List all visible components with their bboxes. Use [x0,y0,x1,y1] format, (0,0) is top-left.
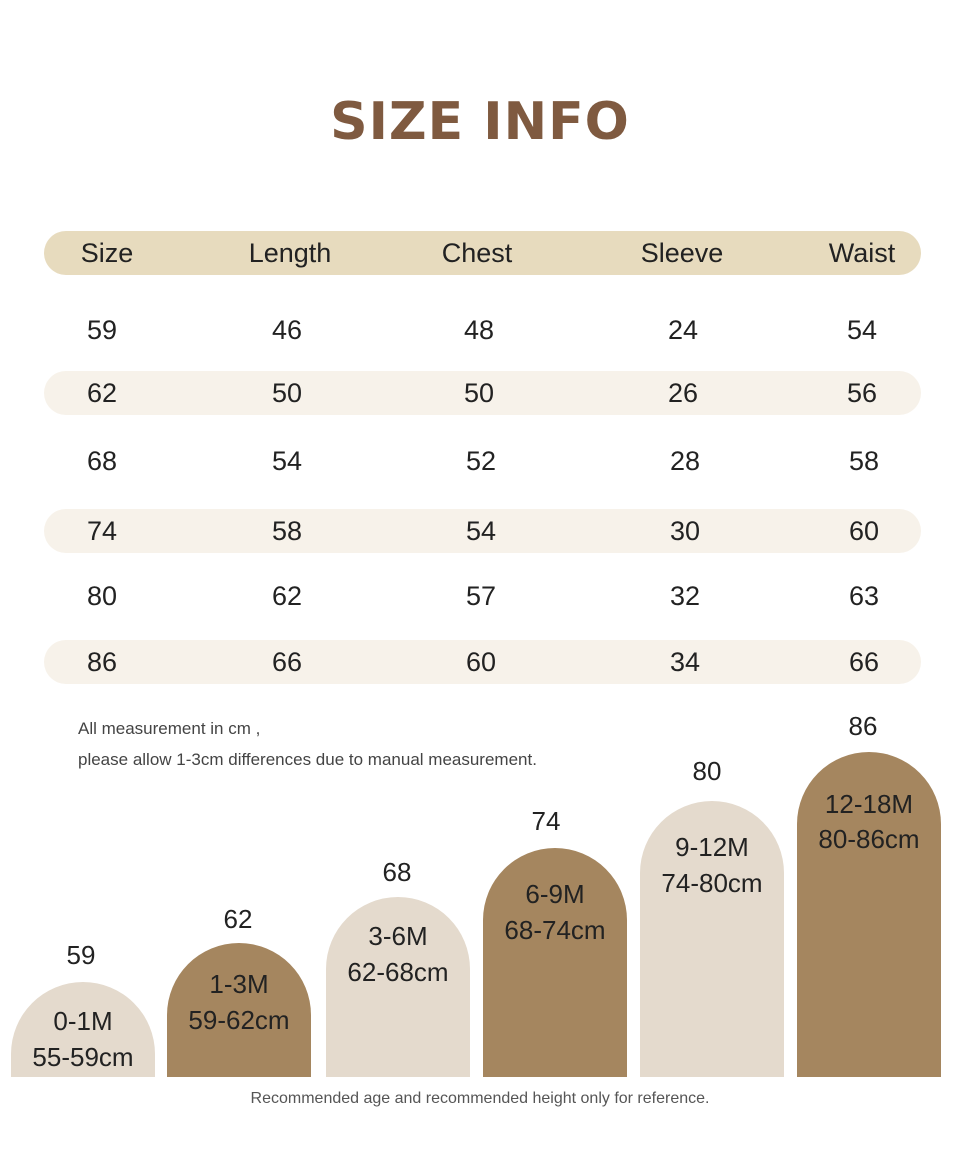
cell-sleeve: 30 [669,516,701,546]
arch-age: 9-12M [675,832,749,862]
measurement-disclaimer: please allow 1-3cm differences due to ma… [78,750,537,769]
header-sleeve: Sleeve [640,238,724,268]
cell-chest: 54 [465,516,497,546]
header-chest: Chest [441,238,513,268]
arch-height: 80-86cm [818,824,920,854]
cell-size: 74 [86,516,118,546]
cell-sleeve: 28 [669,446,701,476]
cell-size: 68 [86,446,118,476]
arch-size-label: 59 [66,940,96,970]
measurement-note: All measurement in cm , [78,719,261,738]
cell-length: 46 [271,315,303,345]
arch-height: 62-68cm [347,957,449,987]
page-title: SIZE INFO [330,92,630,152]
cell-chest: 57 [465,581,497,611]
size-arch: 12-18M 80-86cm [797,752,941,1077]
arch-age: 6-9M [525,879,585,909]
footer-note: Recommended age and recommended height o… [250,1090,710,1107]
arch-size-label: 68 [382,857,412,887]
size-arch: 6-9M 68-74cm [483,848,627,1077]
cell-waist: 54 [846,315,878,345]
cell-chest: 48 [463,315,495,345]
size-arch: 0-1M 55-59cm [11,982,155,1077]
table-row: 62 50 50 26 56 [44,371,921,415]
arch-height: 55-59cm [32,1042,134,1072]
cell-waist: 58 [848,446,880,476]
header-size: Size [80,238,134,268]
table-row: 86 66 60 34 66 [44,640,921,684]
cell-chest: 52 [465,446,497,476]
cell-length: 66 [271,647,303,677]
arch-size-label: 62 [223,904,253,934]
cell-size: 62 [86,378,118,408]
cell-sleeve: 34 [669,647,701,677]
cell-waist: 63 [848,581,880,611]
cell-waist: 66 [848,647,880,677]
arch-size-label: 86 [848,711,878,741]
cell-waist: 60 [848,516,880,546]
arch-size-label: 74 [531,806,561,836]
cell-size: 86 [86,647,118,677]
table-row: 68 54 52 28 58 [44,439,921,483]
table-header: Size Length Chest Sleeve Waist [44,231,921,275]
cell-sleeve: 26 [667,378,699,408]
header-waist: Waist [828,238,896,268]
cell-sleeve: 32 [669,581,701,611]
arch-height: 74-80cm [661,868,763,898]
cell-length: 54 [271,446,303,476]
cell-chest: 60 [465,647,497,677]
arch-height: 59-62cm [188,1005,290,1035]
arch-size-label: 80 [692,756,722,786]
size-arch: 1-3M 59-62cm [167,943,311,1077]
arch-age: 0-1M [53,1006,113,1036]
arch-age: 3-6M [368,921,428,951]
table-row: 59 46 48 24 54 [44,308,921,352]
size-arch: 3-6M 62-68cm [326,897,470,1077]
cell-length: 50 [271,378,303,408]
size-arch: 9-12M 74-80cm [640,801,784,1077]
arch-age: 12-18M [824,789,914,819]
cell-chest: 50 [463,378,495,408]
arch-age: 1-3M [209,969,269,999]
table-row: 74 58 54 30 60 [44,509,921,553]
cell-waist: 56 [846,378,878,408]
cell-length: 62 [271,581,303,611]
cell-sleeve: 24 [667,315,699,345]
cell-size: 80 [86,581,118,611]
cell-size: 59 [86,315,118,345]
arch-height: 68-74cm [504,915,606,945]
header-length: Length [248,238,332,268]
cell-length: 58 [271,516,303,546]
table-row: 80 62 57 32 63 [44,574,921,618]
